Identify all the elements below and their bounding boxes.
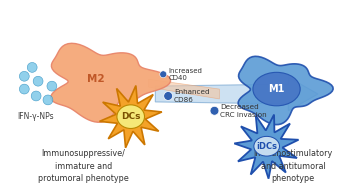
Polygon shape	[238, 56, 333, 125]
Text: IFN-γ-NPs: IFN-γ-NPs	[17, 112, 54, 121]
Circle shape	[31, 91, 41, 101]
Ellipse shape	[117, 105, 145, 129]
Ellipse shape	[253, 72, 300, 106]
Polygon shape	[234, 115, 298, 179]
Text: iDCs: iDCs	[256, 142, 277, 151]
Text: DCs: DCs	[121, 112, 140, 121]
Polygon shape	[149, 79, 220, 99]
Circle shape	[19, 84, 29, 94]
Polygon shape	[155, 77, 318, 111]
Text: Immunosuppressive/
immature and
protumoral phenotype: Immunosuppressive/ immature and protumor…	[38, 149, 129, 183]
Circle shape	[27, 63, 37, 72]
Text: Decreased
CRC invasion: Decreased CRC invasion	[220, 104, 267, 118]
Circle shape	[160, 71, 167, 78]
Circle shape	[47, 81, 57, 91]
Text: Increased
CD40: Increased CD40	[168, 67, 202, 81]
Text: M1: M1	[268, 84, 285, 94]
Circle shape	[210, 106, 219, 115]
Text: Enhanced
CD86: Enhanced CD86	[174, 89, 210, 103]
Circle shape	[19, 71, 29, 81]
Circle shape	[33, 76, 43, 86]
Polygon shape	[51, 43, 171, 122]
Text: Immunostimulatory
and antitumoral
phenotype: Immunostimulatory and antitumoral phenot…	[254, 149, 333, 183]
Polygon shape	[100, 86, 162, 148]
Ellipse shape	[254, 136, 280, 156]
Circle shape	[43, 95, 53, 105]
Text: M2: M2	[87, 74, 105, 84]
Circle shape	[164, 91, 172, 100]
